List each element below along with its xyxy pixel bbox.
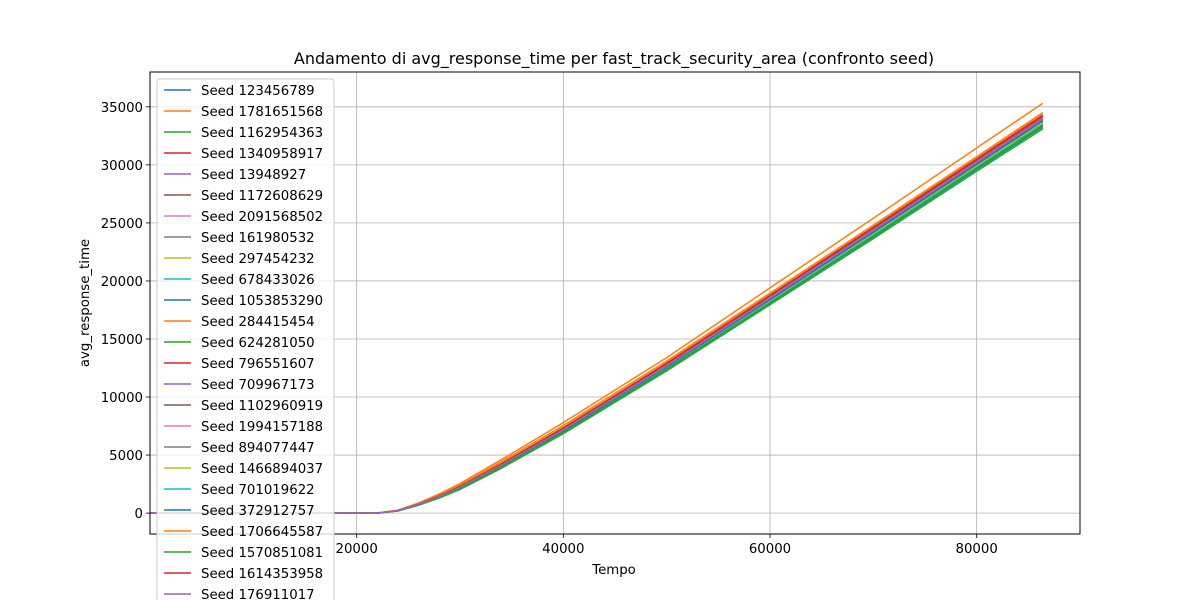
chart-title: Andamento di avg_response_time per fast_… [294, 49, 934, 69]
legend-label: Seed 123456789 [201, 84, 315, 99]
x-tick-label: 80000 [956, 542, 998, 557]
y-tick-label: 35000 [101, 101, 143, 116]
legend-label: Seed 1466894037 [201, 462, 323, 477]
legend-label: Seed 161980532 [201, 231, 315, 246]
plot-frame [149, 71, 1081, 535]
y-tick-label: 25000 [101, 217, 143, 232]
x-axis-ticks: 20000 40000 60000 80000 [336, 534, 998, 557]
x-tick-label: 40000 [542, 542, 584, 557]
legend-label: Seed 1994157188 [201, 420, 323, 435]
legend-label: Seed 701019622 [201, 483, 315, 498]
legend-label: Seed 709967173 [201, 378, 315, 393]
y-tick-label: 15000 [101, 333, 143, 348]
x-tick-label: 60000 [749, 542, 791, 557]
legend-label: Seed 1162954363 [201, 126, 323, 141]
legend-label: Seed 1172608629 [201, 189, 323, 204]
x-axis-label: Tempo [591, 563, 636, 578]
y-tick-label: 0 [135, 507, 143, 522]
y-tick-label: 10000 [101, 391, 143, 406]
legend-label: Seed 1706645587 [201, 525, 323, 540]
y-tick-label: 30000 [101, 159, 143, 174]
legend-label: Seed 284415454 [201, 315, 315, 330]
legend-label: Seed 894077447 [201, 441, 315, 456]
legend-label: Seed 2091568502 [201, 210, 323, 225]
legend-label: Seed 796551607 [201, 357, 315, 372]
legend-label: Seed 1570851081 [201, 546, 323, 561]
series-lines [150, 102, 1044, 514]
legend-label: Seed 1053853290 [201, 294, 323, 309]
legend-label: Seed 624281050 [201, 336, 315, 351]
legend-label: Seed 176911017 [201, 588, 315, 600]
y-tick-label: 20000 [101, 275, 143, 290]
legend-label: Seed 1102960919 [201, 399, 323, 414]
legend: Seed 123456789 Seed 1781651568 Seed 116295… [156, 78, 335, 600]
y-axis-label: avg_response_time [78, 239, 93, 367]
legend-label: Seed 1340958917 [201, 147, 323, 162]
legend-label: Seed 372912757 [201, 504, 315, 519]
x-tick-label: 20000 [336, 542, 378, 557]
legend-label: Seed 297454232 [201, 252, 315, 267]
legend-label: Seed 1614353958 [201, 567, 323, 582]
legend-box [156, 78, 335, 600]
y-axis-ticks: 0 5000 10000 15000 20000 25000 30000 35000 [101, 101, 150, 522]
series-line-25 [150, 117, 1044, 514]
legend-label: Seed 13948927 [201, 168, 306, 183]
legend-label: Seed 1781651568 [201, 105, 323, 120]
legend-label: Seed 678433026 [201, 273, 315, 288]
y-tick-label: 5000 [109, 449, 143, 464]
